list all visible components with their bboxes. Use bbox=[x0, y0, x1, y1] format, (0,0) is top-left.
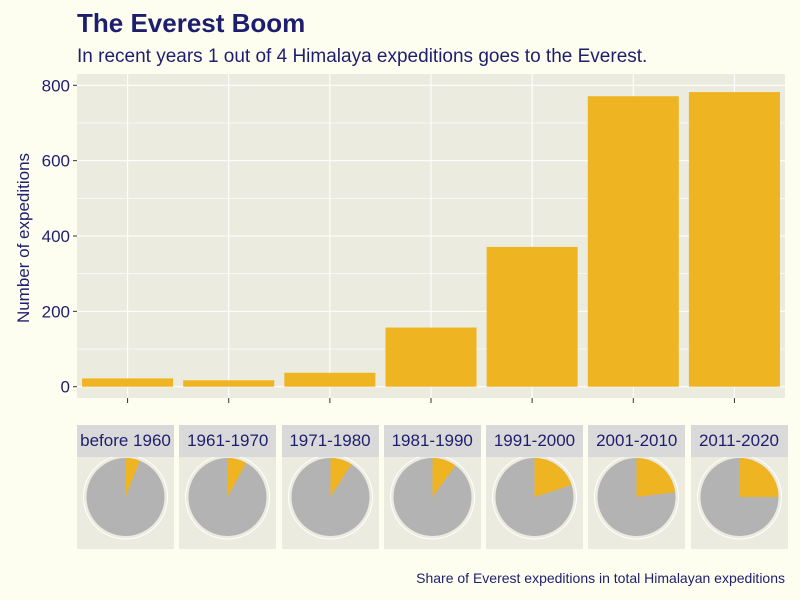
facet-strip-label: 2001-2010 bbox=[588, 425, 686, 457]
pie-outer-ring bbox=[594, 457, 680, 540]
pie-slice-everest bbox=[739, 458, 778, 497]
facet-strip-label: before 1960 bbox=[77, 425, 174, 457]
pie-chart bbox=[696, 457, 782, 540]
facet-strip-label: 2011-2020 bbox=[690, 425, 788, 457]
pie-slice-everest bbox=[227, 458, 247, 497]
pie-facet: 2011-2020 bbox=[690, 425, 788, 549]
chart-subtitle: In recent years 1 out of 4 Himalaya expe… bbox=[77, 46, 648, 67]
y-tick-label: 600 bbox=[42, 152, 70, 171]
pie-facet: 1971-1980 bbox=[281, 425, 379, 549]
pie-outer-ring bbox=[389, 457, 475, 540]
pie-facet: 1961-1970 bbox=[179, 425, 277, 549]
y-tick-label: 0 bbox=[61, 378, 70, 397]
pie-chart bbox=[594, 457, 680, 540]
pie-facet: 1981-1990 bbox=[383, 425, 481, 549]
bar-1971-1980 bbox=[284, 372, 376, 387]
pie-chart bbox=[389, 457, 475, 540]
pie-outer-ring bbox=[492, 457, 577, 540]
facet-strip-label: 1991-2000 bbox=[486, 425, 583, 457]
pie-facet: 2001-2010 bbox=[588, 425, 686, 549]
pie-outer-ring bbox=[185, 457, 271, 540]
pie-facet: 1991-2000 bbox=[486, 425, 583, 549]
pie-outer-ring bbox=[696, 457, 782, 540]
bar-2001-2010 bbox=[587, 96, 679, 387]
pie-chart bbox=[492, 457, 577, 540]
pie-slice-everest bbox=[432, 458, 456, 497]
pie-chart bbox=[287, 457, 373, 540]
chart-title: The Everest Boom bbox=[77, 8, 306, 38]
pie-chart bbox=[83, 457, 168, 540]
y-tick-label: 400 bbox=[42, 227, 70, 246]
pie-slice-everest bbox=[330, 458, 351, 497]
y-axis-label: Number of expeditions bbox=[14, 152, 33, 324]
pie-outer-ring bbox=[83, 457, 168, 540]
y-tick-label: 200 bbox=[42, 302, 70, 321]
bar-1981-1990 bbox=[385, 327, 477, 387]
bar-1991-2000 bbox=[486, 246, 578, 387]
pie-chart bbox=[185, 457, 271, 540]
pie-facet: before 1960 bbox=[77, 425, 174, 549]
y-tick-label: 800 bbox=[42, 76, 70, 95]
bar-2011-2020 bbox=[688, 92, 780, 387]
pie-caption: Share of Everest expeditions in total Hi… bbox=[416, 570, 785, 586]
facet-strip-label: 1971-1980 bbox=[281, 425, 379, 457]
pie-slice-everest bbox=[636, 458, 676, 497]
bar-before-1960 bbox=[82, 378, 174, 387]
pie-slice-everest bbox=[534, 458, 572, 497]
facet-strip-label: 1961-1970 bbox=[179, 425, 277, 457]
pie-outer-ring bbox=[287, 457, 373, 540]
bar-1961-1970 bbox=[183, 380, 275, 387]
bar-chart: 0 200 400 600 800 bbox=[42, 74, 785, 403]
facet-strip-label: 1981-1990 bbox=[383, 425, 481, 457]
pie-slice-everest bbox=[125, 458, 140, 497]
